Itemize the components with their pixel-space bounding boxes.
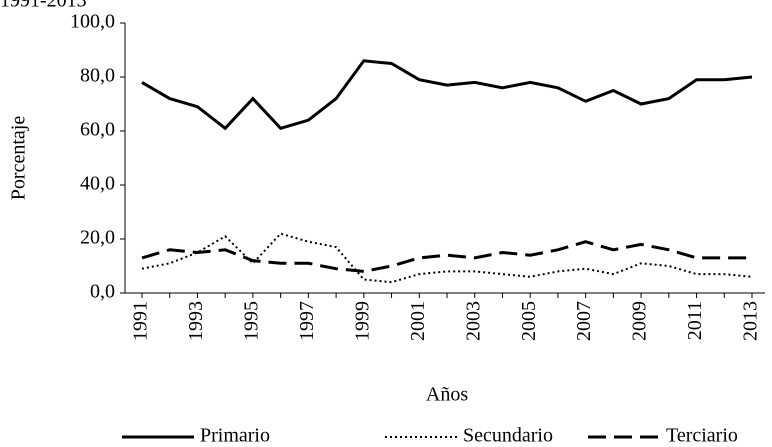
series-line — [141, 59, 753, 131]
x-tick-label: 1995 — [241, 301, 263, 341]
series-line — [141, 232, 753, 284]
legend-label: Secundario — [463, 425, 553, 447]
legend-label: Terciario — [666, 425, 738, 447]
series-line — [141, 240, 752, 273]
x-tick-label: 1997 — [296, 301, 318, 341]
legend-label: Primario — [200, 425, 270, 447]
x-tick-label: 1999 — [351, 301, 373, 341]
chart-subtitle: 1991-2013 — [0, 0, 87, 12]
y-tick-label: 20,0 — [80, 227, 115, 249]
y-tick-label: 100,0 — [70, 11, 115, 33]
x-tick-label: 2013 — [740, 301, 762, 341]
y-tick-label: 0,0 — [90, 281, 115, 303]
x-tick-label: 2009 — [629, 301, 651, 341]
x-tick-label: 2001 — [407, 301, 429, 341]
y-tick-label: 40,0 — [80, 173, 115, 195]
x-tick-label: 2011 — [684, 301, 706, 340]
x-tick-label: 2005 — [518, 301, 540, 341]
x-tick-label: 2007 — [573, 301, 595, 341]
x-axis-label: Años — [426, 384, 468, 406]
y-tick-label: 60,0 — [80, 119, 115, 141]
x-tick-label: 1991 — [130, 301, 152, 341]
x-tick-label: 2003 — [462, 301, 484, 341]
x-tick-label: 1993 — [185, 301, 207, 341]
y-tick-label: 80,0 — [80, 65, 115, 87]
y-axis-label: Porcentaje — [8, 116, 30, 201]
